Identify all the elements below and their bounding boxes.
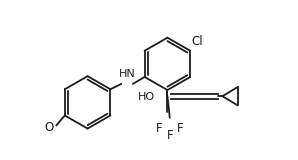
Text: F: F xyxy=(156,122,162,135)
Text: O: O xyxy=(45,121,54,134)
Text: F: F xyxy=(167,128,174,142)
Text: F: F xyxy=(177,122,184,135)
Text: Cl: Cl xyxy=(192,36,204,48)
Text: HO: HO xyxy=(138,92,155,102)
Text: HN: HN xyxy=(118,69,135,79)
